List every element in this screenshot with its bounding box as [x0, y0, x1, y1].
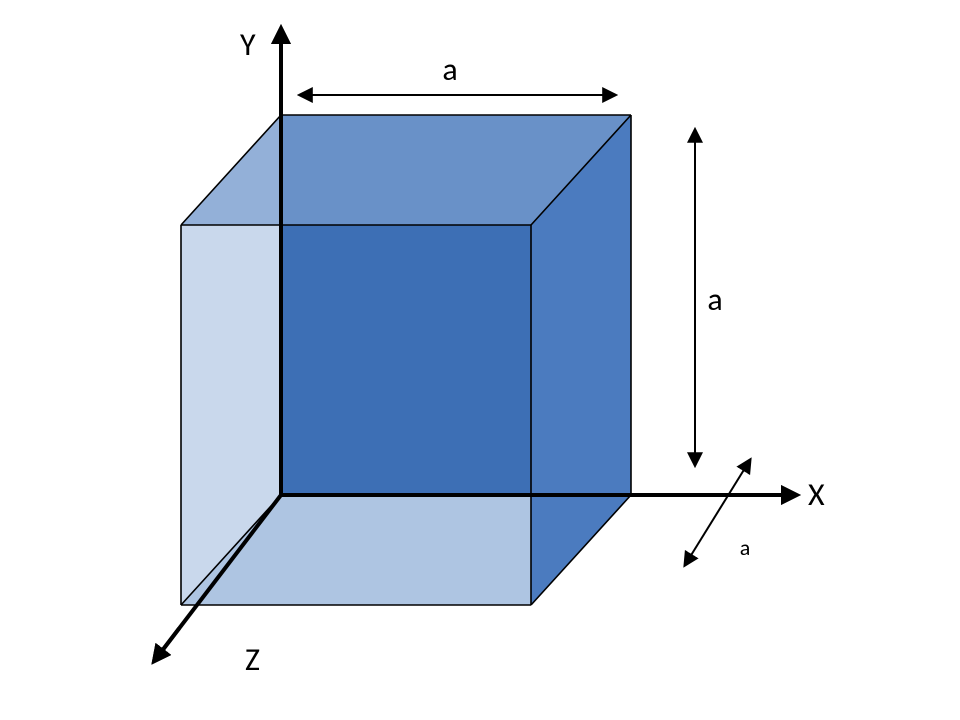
- axis-x-label: X: [808, 475, 825, 514]
- axis-z-tip: [155, 628, 179, 660]
- dimension-top-label: a: [442, 50, 457, 89]
- cube-3d-diagram: a a a X Y Z: [0, 0, 960, 720]
- dimension-right-label: a: [707, 280, 722, 319]
- axis-y-label: Y: [240, 25, 256, 64]
- dimension-depth-label: a: [740, 534, 751, 561]
- axis-z-label: Z: [245, 640, 260, 679]
